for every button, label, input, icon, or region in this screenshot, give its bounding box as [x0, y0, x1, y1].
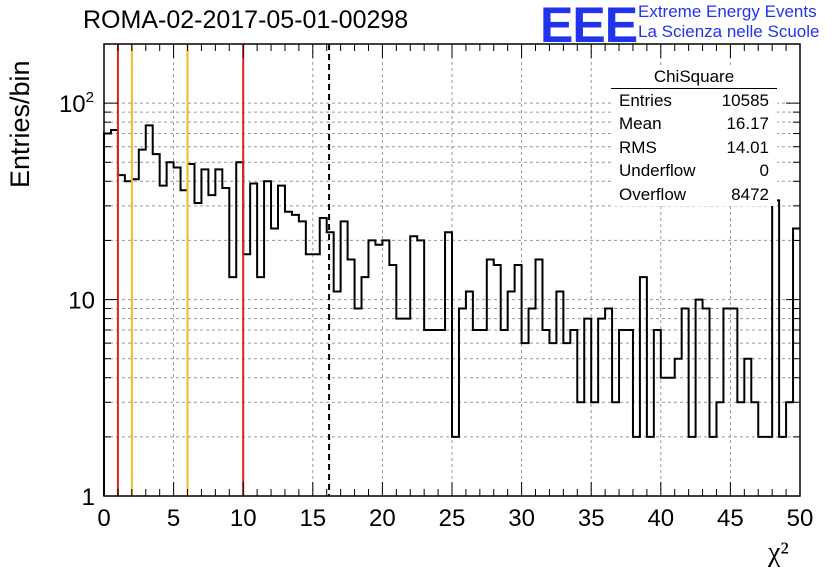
- x-tick-label: 50: [787, 505, 814, 532]
- eee-logo: EEE: [540, 0, 638, 53]
- stats-key: Underflow: [619, 161, 696, 181]
- x-tick-label: 25: [439, 505, 466, 532]
- stats-box: ChiSquare Entries 10585 Mean 16.17 RMS 1…: [611, 66, 777, 206]
- x-tick-label: 35: [578, 505, 605, 532]
- plot-title: ROMA-02-2017-05-01-00298: [83, 6, 409, 34]
- logo-line-2: La Scienza nelle Scuole: [638, 22, 820, 41]
- stats-row-rms: RMS 14.01: [611, 136, 777, 159]
- x-tick-label: 0: [97, 505, 110, 532]
- y-tick-label: 10: [68, 288, 95, 315]
- y-tick-label: 1: [82, 484, 95, 511]
- x-tick-label: 40: [647, 505, 674, 532]
- x-tick-label: 30: [508, 505, 535, 532]
- x-tick-label: 45: [717, 505, 744, 532]
- stats-row-mean: Mean 16.17: [611, 112, 777, 135]
- stats-key: Mean: [619, 114, 662, 134]
- stats-value: 10585: [721, 91, 769, 110]
- logo-line-1: Extreme Energy Events: [638, 2, 817, 21]
- reference-lines: [116, 44, 331, 496]
- tick-labels: 0 5 10 15 20 25 30 35 40 45 50 1 10 102: [59, 89, 813, 532]
- stats-row-entries: Entries 10585: [611, 89, 777, 112]
- x-tick-label: 10: [230, 505, 257, 532]
- stats-value: 14.01: [726, 137, 769, 157]
- histogram-bars: [103, 124, 800, 496]
- stats-row-underflow: Underflow 0: [611, 159, 777, 182]
- y-axis-label: Entries/bin: [5, 60, 35, 188]
- x-axis-label: χ²: [768, 537, 789, 568]
- x-tick-label: 20: [369, 505, 396, 532]
- stats-value: 0: [759, 161, 769, 181]
- x-tick-label: 15: [299, 505, 326, 532]
- stats-value: 8472: [731, 184, 769, 204]
- stats-key: Entries: [619, 91, 672, 110]
- stats-key: RMS: [619, 137, 657, 157]
- axis-ticks: [103, 43, 801, 496]
- stats-row-overflow: Overflow 8472: [611, 183, 777, 206]
- histogram-outline: [103, 124, 800, 496]
- stats-key: Overflow: [619, 184, 687, 204]
- y-tick-label: 102: [59, 89, 94, 118]
- stats-value: 16.17: [726, 114, 769, 134]
- x-tick-label: 5: [167, 505, 180, 532]
- stats-name: ChiSquare: [611, 66, 777, 89]
